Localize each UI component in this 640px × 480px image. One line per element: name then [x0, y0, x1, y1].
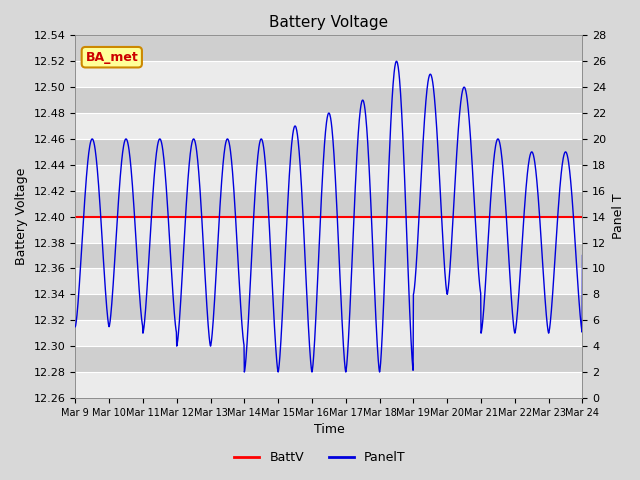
Bar [76, 87, 582, 113]
Bar [76, 372, 582, 398]
Legend: BattV, PanelT: BattV, PanelT [229, 446, 411, 469]
Text: BA_met: BA_met [85, 51, 138, 64]
Bar [76, 113, 582, 139]
Bar [76, 61, 582, 87]
Bar [76, 216, 582, 242]
Bar [76, 268, 582, 294]
Bar [76, 139, 582, 165]
Bar [76, 320, 582, 346]
Bar [76, 346, 582, 372]
Y-axis label: Panel T: Panel T [612, 194, 625, 240]
Bar [76, 165, 582, 191]
X-axis label: Time: Time [314, 423, 344, 436]
Bar [76, 294, 582, 320]
Bar [76, 191, 582, 216]
Bar [76, 36, 582, 61]
Y-axis label: Battery Voltage: Battery Voltage [15, 168, 28, 265]
Bar [76, 242, 582, 268]
Title: Battery Voltage: Battery Voltage [269, 15, 388, 30]
